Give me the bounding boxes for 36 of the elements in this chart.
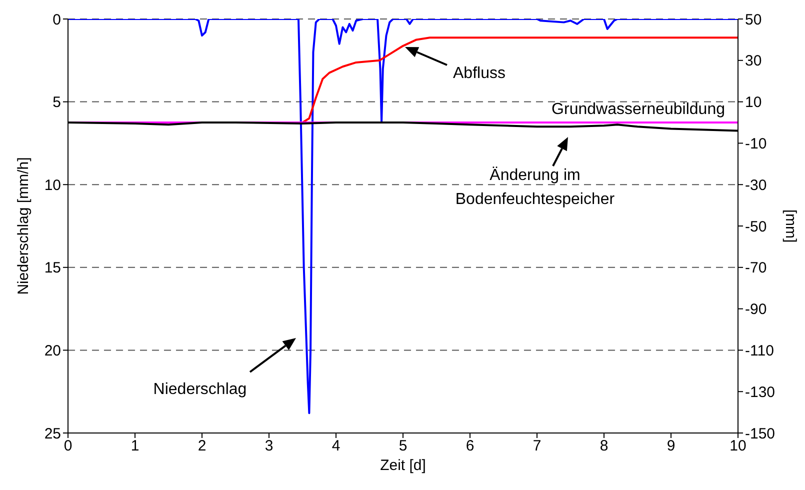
y2-tick-label: -10 [745, 136, 767, 153]
x-tick-label: 3 [264, 438, 274, 455]
y2-tick-label: -110 [745, 342, 774, 360]
y2-tick-label: 30 [745, 52, 762, 70]
y-tick-label: 5 [52, 94, 61, 112]
annotation: Abfluss [453, 65, 506, 82]
x-tick-label: 0 [64, 438, 72, 455]
y-tick-label: 0 [52, 11, 61, 28]
annotation: Niederschlag [153, 381, 247, 398]
x-tick-label: 5 [398, 438, 408, 455]
x-tick-label: 7 [532, 438, 542, 455]
line-series [68, 19, 738, 414]
annotation: Änderung im Bodenfeuchtespeicher [455, 166, 616, 208]
y-axis-title: Niederschlag [mm/h] [14, 157, 32, 295]
x-tick-label: 8 [600, 438, 608, 455]
x-tick-label: 10 [730, 438, 746, 455]
y2-tick-label: -130 [745, 384, 776, 401]
y2-tick-label: -30 [745, 176, 767, 194]
y-tick-label: 20 [44, 342, 61, 360]
x-tick-label: 9 [666, 438, 676, 455]
x-tick-label: 6 [466, 438, 474, 455]
y-tick-label: 10 [44, 176, 61, 194]
y2-axis-title: [mm] [782, 209, 800, 243]
x-tick-label: 4 [332, 438, 340, 455]
y2-tick-label: -90 [745, 301, 767, 318]
y-tick-label: 25 [44, 425, 61, 442]
y2-tick-label: 10 [745, 94, 762, 112]
y-tick-label: 15 [44, 260, 61, 277]
y2-tick-label: 50 [745, 11, 762, 28]
y2-tick-label: -150 [745, 425, 776, 442]
x-tick-label: 1 [130, 438, 140, 455]
y2-tick-label: -70 [745, 260, 767, 277]
y2-tick-label: -50 [745, 218, 767, 236]
x-axis-title: Zeit [d] [380, 457, 426, 474]
annotation: Grundwasserneubildung [552, 101, 725, 118]
x-tick-label: 2 [198, 438, 206, 455]
